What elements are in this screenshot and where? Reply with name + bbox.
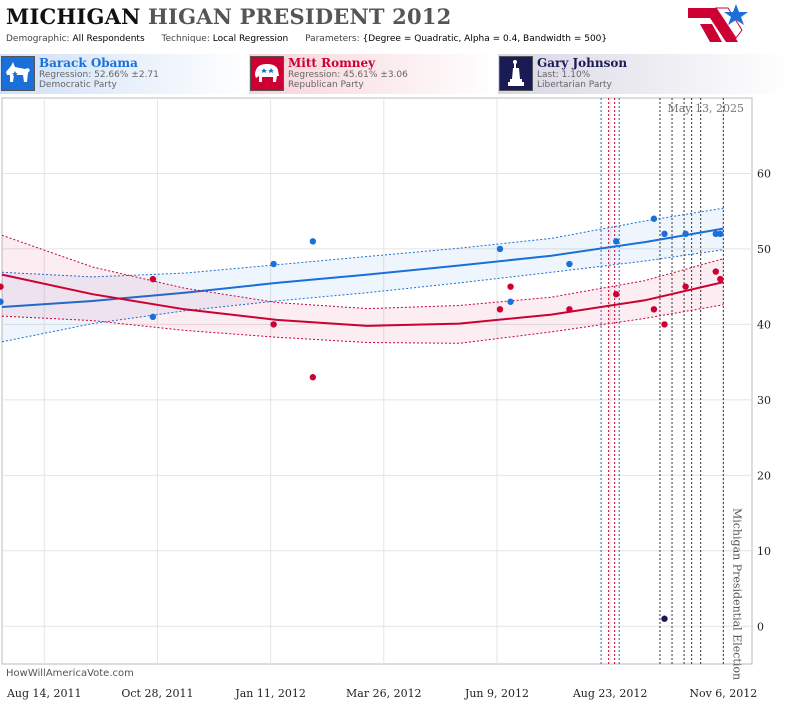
poll-point: [496, 306, 504, 313]
legend-card-obama: Barack Obama Regression: 52.66% ±2.71 De…: [0, 54, 250, 94]
x-tick-label: Jun 9, 2012: [464, 687, 529, 700]
x-tick-label: Mar 26, 2012: [346, 687, 422, 700]
parameters-line: Demographic: All Respondents Technique: …: [6, 34, 621, 44]
poll-point: [717, 230, 724, 238]
page-title: MICHIGAN HIGAN PRESIDENT 2012: [6, 4, 451, 29]
elephant-icon: [250, 56, 284, 91]
poll-point: [566, 260, 573, 268]
poll-point: [149, 275, 157, 283]
poll-point: [270, 321, 277, 328]
x-tick-label: Jan 11, 2012: [234, 687, 306, 700]
romney-regression: Regression: 45.61% ±3.06: [288, 70, 408, 80]
param-parameters-value: {Degree = Quadratic, Alpha = 0.4, Bandwi…: [362, 34, 608, 44]
y-tick-label: 10: [757, 545, 771, 558]
poll-point: [0, 298, 4, 305]
param-technique-value: Local Regression: [212, 34, 289, 44]
x-tick-label: Nov 6, 2012: [689, 687, 757, 700]
poll-point: [507, 298, 514, 305]
poll-point: [309, 238, 317, 245]
y-tick-label: 20: [757, 469, 771, 482]
trend-line: [1, 273, 724, 327]
legend-card-romney: Mitt Romney Regression: 45.61% ±3.06 Rep…: [249, 54, 499, 94]
poll-point: [712, 268, 719, 275]
param-demographic-value: All Respondents: [72, 34, 145, 44]
x-tick-label: Aug 14, 2011: [6, 687, 82, 700]
site-logo-icon: [688, 4, 748, 42]
poll-point: [650, 306, 658, 313]
johnson-name: Gary Johnson: [537, 56, 628, 70]
poll-point: [682, 283, 689, 290]
band-lower-line: [1, 304, 724, 344]
x-tick-label: Aug 23, 2012: [572, 687, 648, 700]
y-tick-label: 30: [757, 394, 771, 407]
poll-point: [612, 238, 620, 245]
romney-name: Mitt Romney: [288, 56, 376, 70]
candidate-legend: Barack Obama Regression: 52.66% ±2.71 De…: [0, 54, 789, 94]
obama-regression: Regression: 52.66% ±2.71: [39, 70, 159, 80]
romney-party: Republican Party: [288, 80, 364, 90]
poll-point: [309, 374, 317, 381]
poll-point: [496, 245, 504, 253]
x-tick-label: Oct 28, 2011: [121, 687, 193, 700]
plot-frame: [1, 97, 753, 665]
y-tick-label: 40: [757, 318, 771, 331]
poll-point: [650, 215, 658, 222]
obama-party: Democratic Party: [39, 80, 117, 90]
param-parameters-key: Parameters:: [305, 34, 360, 44]
johnson-party: Libertarian Party: [537, 80, 612, 90]
poll-point: [682, 230, 689, 238]
current-date-label: May 13, 2025: [667, 102, 744, 115]
title-state: MICHIGAN: [6, 4, 141, 29]
poll-point: [712, 230, 719, 238]
param-demographic-key: Demographic:: [6, 34, 70, 44]
y-tick-label: 60: [757, 167, 771, 180]
johnson-last: Last: 1.10%: [537, 70, 591, 80]
poll-point: [507, 283, 514, 290]
poll-point: [566, 306, 573, 313]
watermark: HowWillAmericaVote.com: [6, 668, 134, 679]
band-upper-line: [1, 207, 724, 278]
obama-name: Barack Obama: [39, 56, 138, 70]
poll-point: [661, 230, 668, 238]
poll-point: [0, 283, 4, 290]
y-tick-label: 50: [757, 243, 771, 256]
statue-of-liberty-icon: [499, 56, 533, 91]
legend-card-johnson: Gary Johnson Last: 1.10% Libertarian Par…: [498, 54, 789, 94]
poll-point: [149, 313, 157, 321]
band-lower-line: [1, 249, 724, 343]
param-technique-key: Technique:: [161, 34, 210, 44]
y-tick-label: 0: [757, 620, 764, 633]
poll-point: [612, 291, 620, 298]
election-label: Michigan Presidential Election: [730, 508, 743, 680]
poll-point: [661, 615, 668, 622]
title-rest: HIGAN PRESIDENT 2012: [148, 4, 452, 29]
poll-point: [661, 321, 668, 328]
poll-point: [270, 260, 277, 268]
donkey-icon: [1, 56, 35, 91]
poll-point: [717, 275, 724, 283]
